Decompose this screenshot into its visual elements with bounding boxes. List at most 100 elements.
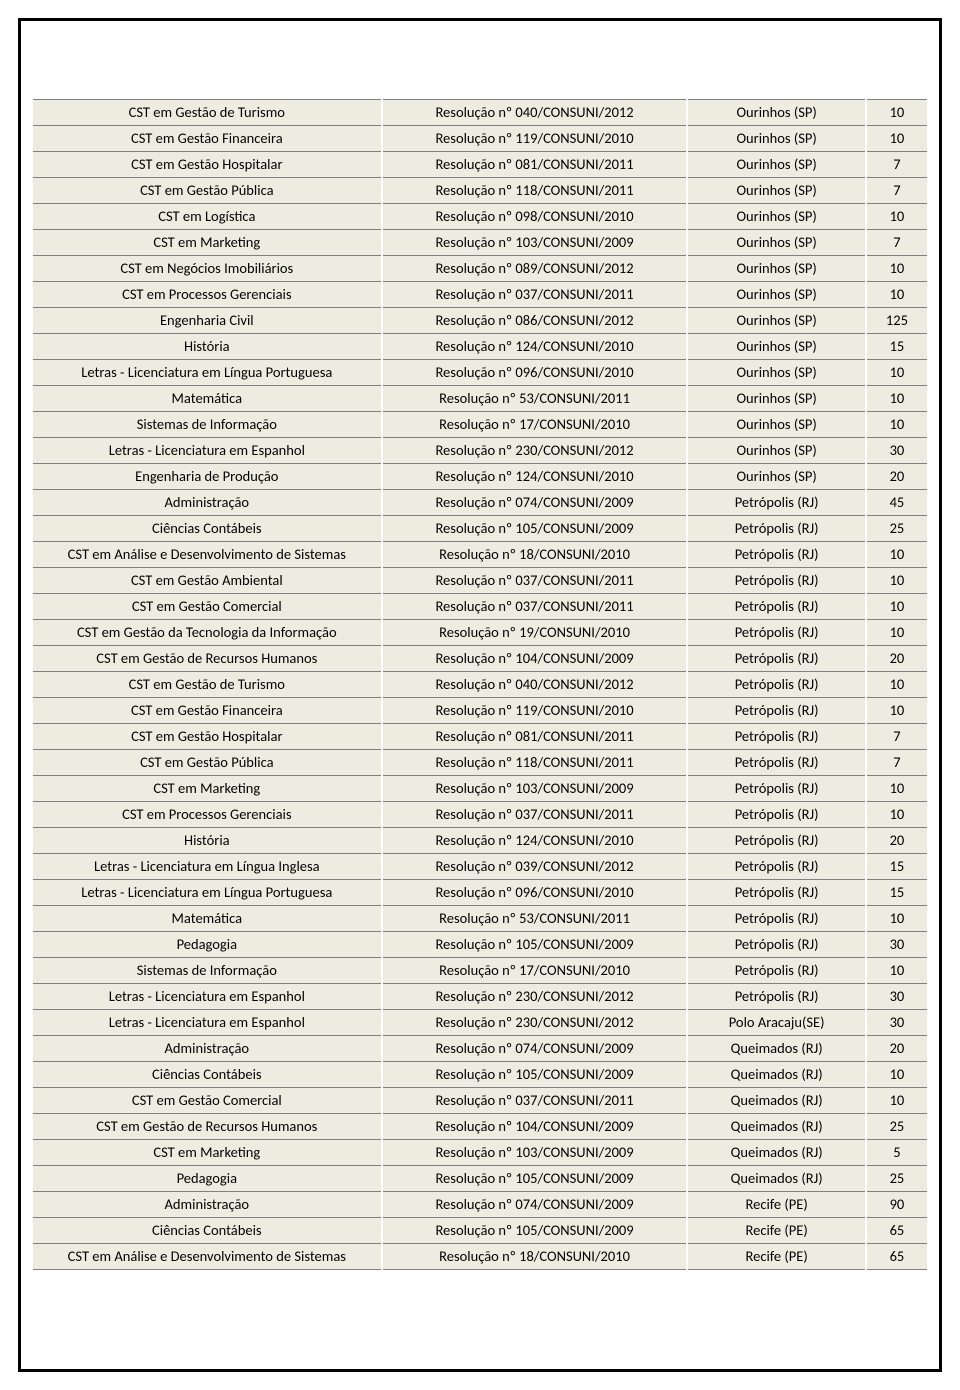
resolution-cell: Resolução nº 039/CONSUNI/2012 <box>382 854 688 880</box>
course-cell: CST em Negócios Imobiliários <box>33 256 382 282</box>
table-row: AdministraçãoResolução nº 074/CONSUNI/20… <box>33 1036 927 1062</box>
city-cell: Ourinhos (SP) <box>687 308 865 334</box>
resolution-cell: Resolução nº 081/CONSUNI/2011 <box>382 724 688 750</box>
number-cell: 25 <box>866 1166 927 1192</box>
course-cell: CST em Gestão de Turismo <box>33 100 382 126</box>
course-cell: CST em Gestão Hospitalar <box>33 152 382 178</box>
number-cell: 10 <box>866 802 927 828</box>
resolution-cell: Resolução nº 098/CONSUNI/2010 <box>382 204 688 230</box>
city-cell: Petrópolis (RJ) <box>687 568 865 594</box>
city-cell: Ourinhos (SP) <box>687 282 865 308</box>
resolution-cell: Resolução nº 119/CONSUNI/2010 <box>382 126 688 152</box>
table-row: CST em Negócios ImobiliáriosResolução nº… <box>33 256 927 282</box>
city-cell: Petrópolis (RJ) <box>687 776 865 802</box>
number-cell: 10 <box>866 386 927 412</box>
table-row: HistóriaResolução nº 124/CONSUNI/2010Pet… <box>33 828 927 854</box>
number-cell: 7 <box>866 230 927 256</box>
resolution-cell: Resolução nº 17/CONSUNI/2010 <box>382 958 688 984</box>
course-cell: CST em Logística <box>33 204 382 230</box>
course-cell: Pedagogia <box>33 932 382 958</box>
course-cell: CST em Gestão Financeira <box>33 698 382 724</box>
course-cell: Letras - Licenciatura em Espanhol <box>33 1010 382 1036</box>
number-cell: 10 <box>866 542 927 568</box>
resolution-cell: Resolução nº 040/CONSUNI/2012 <box>382 100 688 126</box>
number-cell: 7 <box>866 724 927 750</box>
city-cell: Petrópolis (RJ) <box>687 932 865 958</box>
resolution-cell: Resolução nº 096/CONSUNI/2010 <box>382 880 688 906</box>
table-row: CST em MarketingResolução nº 103/CONSUNI… <box>33 1140 927 1166</box>
city-cell: Ourinhos (SP) <box>687 126 865 152</box>
number-cell: 10 <box>866 100 927 126</box>
number-cell: 20 <box>866 646 927 672</box>
resolution-cell: Resolução nº 124/CONSUNI/2010 <box>382 334 688 360</box>
number-cell: 45 <box>866 490 927 516</box>
city-cell: Petrópolis (RJ) <box>687 724 865 750</box>
city-cell: Petrópolis (RJ) <box>687 906 865 932</box>
number-cell: 15 <box>866 854 927 880</box>
resolution-cell: Resolução nº 037/CONSUNI/2011 <box>382 1088 688 1114</box>
number-cell: 20 <box>866 828 927 854</box>
course-cell: Ciências Contábeis <box>33 516 382 542</box>
city-cell: Recife (PE) <box>687 1218 865 1244</box>
table-row: AdministraçãoResolução nº 074/CONSUNI/20… <box>33 490 927 516</box>
number-cell: 10 <box>866 256 927 282</box>
course-cell: Ciências Contábeis <box>33 1062 382 1088</box>
resolution-cell: Resolução nº 18/CONSUNI/2010 <box>382 542 688 568</box>
city-cell: Petrópolis (RJ) <box>687 620 865 646</box>
resolution-cell: Resolução nº 037/CONSUNI/2011 <box>382 568 688 594</box>
resolution-cell: Resolução nº 040/CONSUNI/2012 <box>382 672 688 698</box>
course-cell: Letras - Licenciatura em Espanhol <box>33 438 382 464</box>
number-cell: 90 <box>866 1192 927 1218</box>
resolution-cell: Resolução nº 18/CONSUNI/2010 <box>382 1244 688 1270</box>
table-row: Engenharia CivilResolução nº 086/CONSUNI… <box>33 308 927 334</box>
course-cell: CST em Processos Gerenciais <box>33 802 382 828</box>
city-cell: Petrópolis (RJ) <box>687 594 865 620</box>
table-row: CST em Gestão HospitalarResolução nº 081… <box>33 152 927 178</box>
number-cell: 65 <box>866 1244 927 1270</box>
table-row: Ciências ContábeisResolução nº 105/CONSU… <box>33 1218 927 1244</box>
city-cell: Recife (PE) <box>687 1244 865 1270</box>
table-row: CST em Gestão AmbientalResolução nº 037/… <box>33 568 927 594</box>
courses-table: CST em Gestão de TurismoResolução nº 040… <box>33 99 927 1270</box>
number-cell: 10 <box>866 776 927 802</box>
course-cell: Administração <box>33 1192 382 1218</box>
city-cell: Petrópolis (RJ) <box>687 984 865 1010</box>
number-cell: 125 <box>866 308 927 334</box>
city-cell: Petrópolis (RJ) <box>687 854 865 880</box>
resolution-cell: Resolução nº 103/CONSUNI/2009 <box>382 230 688 256</box>
city-cell: Ourinhos (SP) <box>687 412 865 438</box>
course-cell: Letras - Licenciatura em Espanhol <box>33 984 382 1010</box>
resolution-cell: Resolução nº 037/CONSUNI/2011 <box>382 282 688 308</box>
table-row: Letras - Licenciatura em Língua Portugue… <box>33 360 927 386</box>
city-cell: Ourinhos (SP) <box>687 334 865 360</box>
course-cell: CST em Gestão Comercial <box>33 594 382 620</box>
city-cell: Ourinhos (SP) <box>687 386 865 412</box>
resolution-cell: Resolução nº 53/CONSUNI/2011 <box>382 906 688 932</box>
course-cell: Engenharia de Produção <box>33 464 382 490</box>
course-cell: Pedagogia <box>33 1166 382 1192</box>
city-cell: Ourinhos (SP) <box>687 230 865 256</box>
number-cell: 10 <box>866 282 927 308</box>
table-row: CST em Gestão PúblicaResolução nº 118/CO… <box>33 750 927 776</box>
city-cell: Ourinhos (SP) <box>687 204 865 230</box>
table-row: Letras - Licenciatura em EspanholResoluç… <box>33 1010 927 1036</box>
resolution-cell: Resolução nº 096/CONSUNI/2010 <box>382 360 688 386</box>
resolution-cell: Resolução nº 118/CONSUNI/2011 <box>382 178 688 204</box>
resolution-cell: Resolução nº 081/CONSUNI/2011 <box>382 152 688 178</box>
course-cell: Administração <box>33 490 382 516</box>
number-cell: 10 <box>866 1062 927 1088</box>
city-cell: Queimados (RJ) <box>687 1062 865 1088</box>
number-cell: 30 <box>866 984 927 1010</box>
course-cell: CST em Análise e Desenvolvimento de Sist… <box>33 542 382 568</box>
table-row: CST em Gestão PúblicaResolução nº 118/CO… <box>33 178 927 204</box>
table-row: CST em Gestão de TurismoResolução nº 040… <box>33 672 927 698</box>
resolution-cell: Resolução nº 105/CONSUNI/2009 <box>382 516 688 542</box>
course-cell: CST em Processos Gerenciais <box>33 282 382 308</box>
number-cell: 25 <box>866 1114 927 1140</box>
course-cell: CST em Gestão da Tecnologia da Informaçã… <box>33 620 382 646</box>
table-row: CST em Processos GerenciaisResolução nº … <box>33 282 927 308</box>
table-row: MatemáticaResolução nº 53/CONSUNI/2011Pe… <box>33 906 927 932</box>
resolution-cell: Resolução nº 089/CONSUNI/2012 <box>382 256 688 282</box>
number-cell: 20 <box>866 464 927 490</box>
city-cell: Petrópolis (RJ) <box>687 750 865 776</box>
